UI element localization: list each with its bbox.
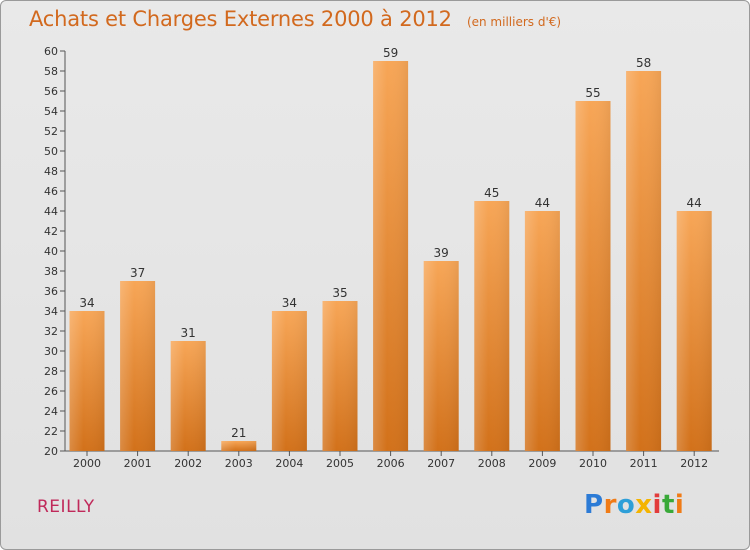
axis-layer: 20 22 24 26 28 30 32 34 36 38 40 42 44 46 48 50 52 54 56 58… xyxy=(44,45,719,458)
label-layer: 2000 34 2001 37 2002 31 2003 21 2004 34 2005 35 2006… xyxy=(73,46,708,470)
y-tick-label: 48 xyxy=(44,165,58,178)
bar-layer xyxy=(69,61,712,451)
y-tick-label: 34 xyxy=(44,305,58,318)
x-tick-label: 2011 xyxy=(630,457,658,470)
x-tick-label: 2002 xyxy=(174,457,202,470)
bar-sheen xyxy=(373,61,409,451)
y-tick-label: 26 xyxy=(44,385,58,398)
y-tick-label: 50 xyxy=(44,145,58,158)
chart-title-text: Achats et Charges Externes 2000 à 2012 xyxy=(29,7,452,31)
bar-sheen xyxy=(322,301,358,451)
x-tick-label: 2000 xyxy=(73,457,101,470)
data-label: 35 xyxy=(332,286,347,300)
y-tick-label: 46 xyxy=(44,185,58,198)
x-tick-label: 2010 xyxy=(579,457,607,470)
x-tick-label: 2007 xyxy=(427,457,455,470)
logo-letter: o xyxy=(616,490,636,520)
y-tick-label: 24 xyxy=(44,405,58,418)
chart-title: Achats et Charges Externes 2000 à 2012 (… xyxy=(29,7,561,31)
bar-sheen xyxy=(474,201,510,451)
y-tick-label: 38 xyxy=(44,265,58,278)
bar-sheen xyxy=(271,311,307,451)
y-tick-label: 20 xyxy=(44,445,58,458)
y-tick-label: 52 xyxy=(44,125,58,138)
y-tick-label: 22 xyxy=(44,425,58,438)
y-tick-label: 40 xyxy=(44,245,58,258)
bar-sheen xyxy=(170,341,206,451)
logo-letter: r xyxy=(603,490,617,520)
bar-sheen xyxy=(69,311,105,451)
x-tick-label: 2001 xyxy=(124,457,152,470)
bar-sheen xyxy=(120,281,156,451)
bar-sheen xyxy=(676,211,712,451)
bar-sheen xyxy=(626,71,662,451)
x-tick-label: 2005 xyxy=(326,457,354,470)
y-tick-label: 56 xyxy=(44,85,58,98)
data-label: 34 xyxy=(79,296,94,310)
data-label: 44 xyxy=(687,196,702,210)
x-tick-label: 2004 xyxy=(275,457,303,470)
x-tick-label: 2003 xyxy=(225,457,253,470)
commune-name: REILLY xyxy=(37,497,95,517)
y-tick-label: 58 xyxy=(44,65,58,78)
y-tick-label: 28 xyxy=(44,365,58,378)
logo-letter: P xyxy=(584,490,604,520)
data-label: 59 xyxy=(383,46,398,60)
y-tick-label: 36 xyxy=(44,285,58,298)
data-label: 34 xyxy=(282,296,297,310)
x-tick-label: 2012 xyxy=(680,457,708,470)
y-tick-label: 60 xyxy=(44,45,58,58)
y-tick-label: 42 xyxy=(44,225,58,238)
bar-sheen xyxy=(221,441,257,451)
data-label: 45 xyxy=(484,186,499,200)
x-tick-label: 2009 xyxy=(528,457,556,470)
data-label: 31 xyxy=(181,326,196,340)
logo-letter: i xyxy=(674,490,685,520)
y-tick-label: 32 xyxy=(44,325,58,338)
bar-sheen xyxy=(575,101,611,451)
data-label: 39 xyxy=(434,246,449,260)
logo-letter: i xyxy=(652,490,662,520)
bar-sheen xyxy=(524,211,560,451)
chart-unit: (en milliers d'€) xyxy=(466,15,562,29)
data-label: 58 xyxy=(636,56,651,70)
x-tick-label: 2008 xyxy=(478,457,506,470)
y-tick-label: 54 xyxy=(44,105,58,118)
logo-letter: x xyxy=(635,490,653,520)
x-tick-label: 2006 xyxy=(377,457,405,470)
y-tick-label: 44 xyxy=(44,205,58,218)
proxiti-logo: Proxiti xyxy=(584,490,684,520)
data-label: 37 xyxy=(130,266,145,280)
data-label: 55 xyxy=(585,86,600,100)
bar-sheen xyxy=(423,261,459,451)
y-tick-label: 30 xyxy=(44,345,58,358)
logo-letter: t xyxy=(661,490,675,520)
data-label: 44 xyxy=(535,196,550,210)
data-label: 21 xyxy=(231,426,246,440)
